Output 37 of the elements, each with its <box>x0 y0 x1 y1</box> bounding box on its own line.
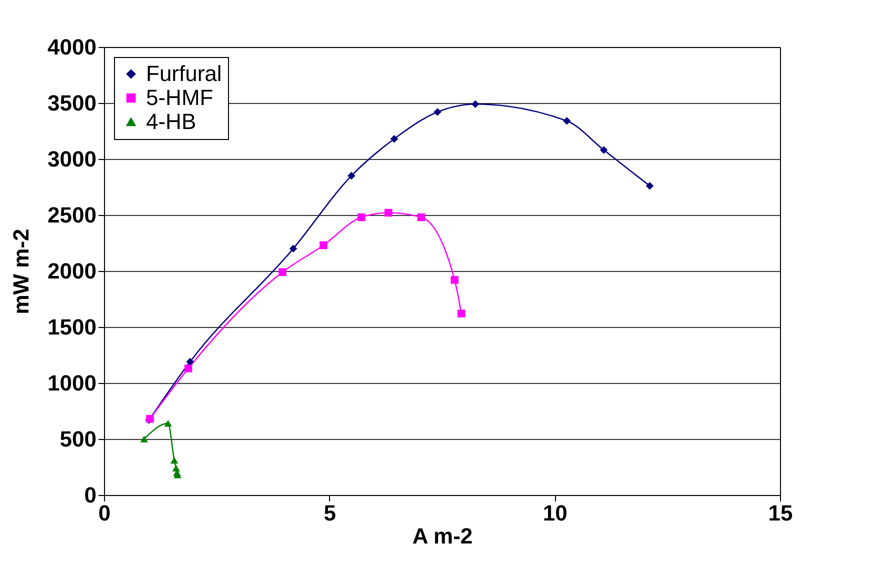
point <box>170 456 178 464</box>
point <box>140 436 148 442</box>
y-tick-label: 3000 <box>48 146 96 172</box>
x-tick-label: 5 <box>324 500 336 526</box>
point <box>186 358 194 366</box>
legend-label: 5-HMF <box>146 85 214 110</box>
y-tick-label: 1000 <box>48 370 96 396</box>
point <box>417 213 426 222</box>
y-tick-label: 500 <box>60 426 96 452</box>
legend-label: Furfural <box>146 61 222 86</box>
point <box>289 244 298 252</box>
y-tick-label: 0 <box>84 482 96 508</box>
x-axis-title: A m-2 <box>412 524 473 548</box>
y-axis-title: mW m-2 <box>8 228 34 314</box>
y-tick-label: 1500 <box>48 314 96 340</box>
y-tick-label: 2000 <box>48 258 96 284</box>
y-tick-label: 2500 <box>48 202 96 228</box>
point <box>450 276 458 284</box>
point <box>384 208 392 217</box>
point <box>646 182 654 190</box>
point <box>434 108 442 116</box>
point <box>600 146 608 154</box>
point <box>348 172 356 180</box>
legend-label: 4-HB <box>146 109 196 134</box>
point <box>278 268 286 276</box>
y-tick-label: 3500 <box>48 90 96 116</box>
x-tick-label: 10 <box>542 500 568 526</box>
point <box>471 100 480 108</box>
point <box>562 117 571 125</box>
y-tick-label: 4000 <box>48 34 96 60</box>
point <box>458 310 466 318</box>
point <box>320 241 328 250</box>
x-tick-label: 15 <box>768 500 793 526</box>
point <box>357 213 366 222</box>
point <box>184 364 192 372</box>
point <box>390 134 398 143</box>
point <box>164 420 172 427</box>
